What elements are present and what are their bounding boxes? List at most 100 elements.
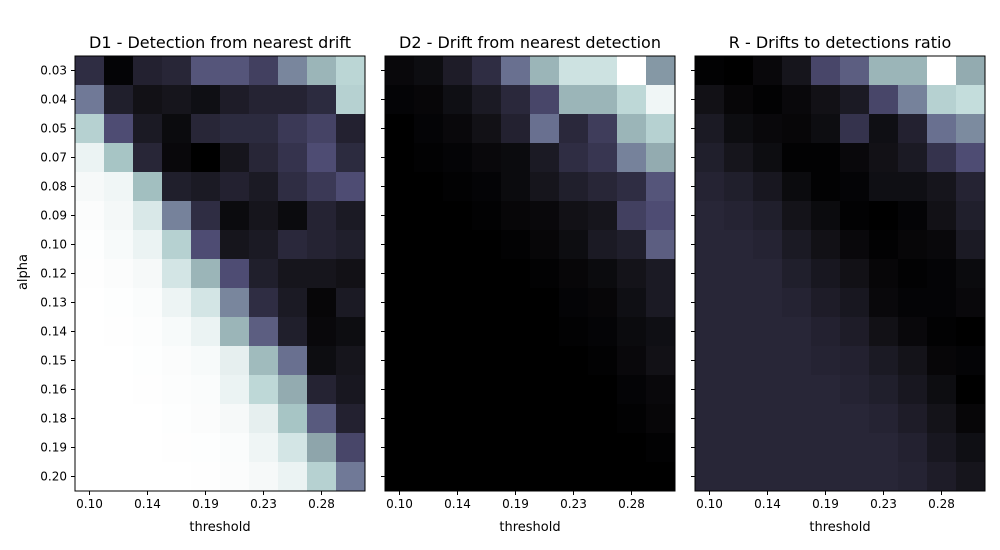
heatmap-cell: [385, 375, 415, 405]
x-tick-label: 0.14: [134, 497, 161, 511]
heatmap-cell: [307, 404, 337, 434]
heatmap-cell: [782, 346, 812, 376]
heatmap-cell: [646, 433, 676, 463]
heatmap-cell: [307, 114, 337, 144]
heatmap-cell: [162, 56, 192, 86]
heatmap-cell: [724, 346, 754, 376]
heatmap-cell: [530, 288, 560, 318]
heatmap-cell: [220, 56, 250, 86]
heatmap-cell: [75, 375, 105, 405]
heatmap-cell: [811, 56, 841, 86]
heatmap-cell: [385, 433, 415, 463]
heatmap-cell: [927, 317, 957, 347]
x-tick-label: 0.19: [812, 497, 839, 511]
heatmap-cell: [104, 259, 134, 289]
heatmap-cell: [617, 288, 647, 318]
heatmap-cell: [753, 85, 783, 115]
heatmap-cell: [646, 462, 676, 492]
heatmap-cell: [898, 375, 928, 405]
heatmap-cell: [414, 317, 444, 347]
heatmap-cell: [443, 462, 473, 492]
heatmap-cell: [220, 114, 250, 144]
heatmap-cell: [249, 201, 279, 231]
heatmap-cell: [385, 172, 415, 202]
heatmap-cell: [443, 172, 473, 202]
heatmap-cell: [472, 346, 502, 376]
heatmap-cell: [336, 375, 366, 405]
heatmap-cell: [220, 172, 250, 202]
heatmap-cell: [191, 288, 221, 318]
heatmap-cell: [220, 404, 250, 434]
heatmap-cell: [278, 317, 308, 347]
heatmap-cell: [646, 201, 676, 231]
heatmap-cell: [278, 172, 308, 202]
heatmap-cell: [724, 317, 754, 347]
heatmap-cell: [588, 85, 618, 115]
heatmap-cell: [559, 259, 589, 289]
heatmap-cell: [162, 85, 192, 115]
heatmap-cell: [840, 143, 870, 173]
heatmap-cell: [695, 375, 725, 405]
heatmap-cell: [811, 375, 841, 405]
heatmap-cell: [191, 172, 221, 202]
heatmap-cell: [162, 433, 192, 463]
heatmap-cell: [501, 375, 531, 405]
heatmap-cell: [617, 56, 647, 86]
heatmap-cell: [501, 288, 531, 318]
heatmap-cell: [191, 230, 221, 260]
heatmap-cell: [472, 433, 502, 463]
heatmap-cell: [443, 404, 473, 434]
heatmap-cell: [336, 462, 366, 492]
heatmap-cell: [104, 230, 134, 260]
panel-d1: D1 - Detection from nearest drift 0.10 0.…: [40, 33, 366, 535]
heatmap-cell: [249, 462, 279, 492]
heatmap-cell: [443, 288, 473, 318]
heatmap-cell: [646, 288, 676, 318]
heatmap-cell: [414, 143, 444, 173]
heatmap-cell: [307, 433, 337, 463]
heatmap-cell: [443, 375, 473, 405]
heatmap-cell: [898, 56, 928, 86]
heatmap-cell: [443, 143, 473, 173]
heatmap-cell: [617, 462, 647, 492]
heatmap-cell: [104, 143, 134, 173]
heatmap-cell: [646, 143, 676, 173]
x-tick-label: 0.14: [754, 497, 781, 511]
heatmap-cell: [249, 375, 279, 405]
heatmap-cell: [811, 462, 841, 492]
heatmap-cell: [336, 259, 366, 289]
heatmap-cell: [753, 259, 783, 289]
heatmap-cell: [559, 346, 589, 376]
heatmap-cell: [840, 230, 870, 260]
heatmap-cell: [249, 230, 279, 260]
heatmap-cell: [898, 201, 928, 231]
heatmap-cell: [782, 114, 812, 144]
heatmap-cell: [559, 404, 589, 434]
heatmap-cell: [501, 56, 531, 86]
heatmap-cell: [278, 462, 308, 492]
heatmap-cell: [162, 114, 192, 144]
heatmap-cell: [249, 404, 279, 434]
heatmap-cell: [336, 201, 366, 231]
heatmap-cell: [249, 433, 279, 463]
heatmap-cell: [782, 433, 812, 463]
heatmap-cell: [75, 288, 105, 318]
heatmap-cell: [588, 201, 618, 231]
heatmap-cell: [695, 201, 725, 231]
heatmap-cell: [840, 288, 870, 318]
heatmap-cell: [782, 143, 812, 173]
heatmap-cell: [811, 317, 841, 347]
heatmap-cell: [385, 85, 415, 115]
heatmap-cell: [414, 56, 444, 86]
heatmap-cell: [559, 288, 589, 318]
heatmap-cell: [191, 404, 221, 434]
heatmap-cell: [840, 462, 870, 492]
heatmap-cell: [104, 56, 134, 86]
heatmap-cell: [162, 259, 192, 289]
heatmap-cell: [249, 288, 279, 318]
heatmap-cell: [588, 288, 618, 318]
heatmap-cell: [617, 172, 647, 202]
heatmap-cell: [927, 346, 957, 376]
heatmap-cell: [75, 259, 105, 289]
heatmap-cell: [695, 56, 725, 86]
